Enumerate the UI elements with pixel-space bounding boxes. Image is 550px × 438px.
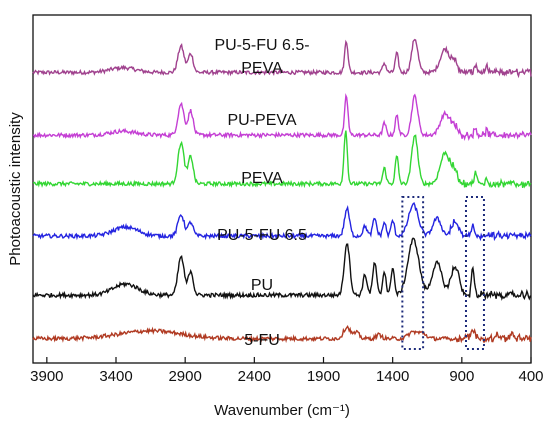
annotation-box-0	[401, 196, 425, 350]
series-lines	[32, 38, 532, 344]
plot-frame	[32, 14, 532, 364]
x-tick-label-3900: 3900	[30, 368, 63, 385]
x-tick-label-1400: 1400	[376, 368, 409, 385]
x-tick-label-900: 900	[449, 368, 474, 385]
y-axis-title: Photoacoustic intensity	[7, 112, 24, 266]
x-tick-marks	[46, 357, 532, 363]
series-line-1	[32, 92, 532, 142]
x-tick-label-2900: 2900	[168, 368, 201, 385]
series-label-0-line0: PU-5-FU 6.5-	[214, 37, 309, 54]
x-tick-label-2400: 2400	[238, 368, 271, 385]
x-tick-label-3400: 3400	[99, 368, 132, 385]
series-label-2: PEVA	[241, 170, 283, 187]
series-line-3	[32, 201, 532, 242]
series-label-1: PU-PEVA	[227, 112, 296, 129]
series-line-0	[32, 38, 532, 79]
x-tick-labels: 3900 3400 2900 2400 1900 1400 900 400	[30, 368, 543, 385]
x-tick-label-400: 400	[518, 368, 543, 385]
series-label-4: PU	[251, 277, 273, 294]
series-line-4	[32, 237, 532, 301]
series-labels: PU-5-FU 6.5- PEVA PU-PEVA PEVA PU-5-FU 6.5 PU…	[214, 37, 309, 349]
x-axis-title: Wavenumber (cm⁻¹)	[214, 402, 350, 419]
annotation-boxes	[401, 196, 485, 350]
annotation-box-1	[464, 196, 485, 350]
series-label-5: 5-FU	[244, 332, 280, 349]
series-label-3: PU-5-FU 6.5	[217, 227, 307, 244]
series-line-2	[32, 130, 532, 189]
series-line-5	[32, 325, 532, 344]
series-label-0-line1: PEVA	[241, 60, 283, 77]
x-tick-label-1900: 1900	[307, 368, 340, 385]
